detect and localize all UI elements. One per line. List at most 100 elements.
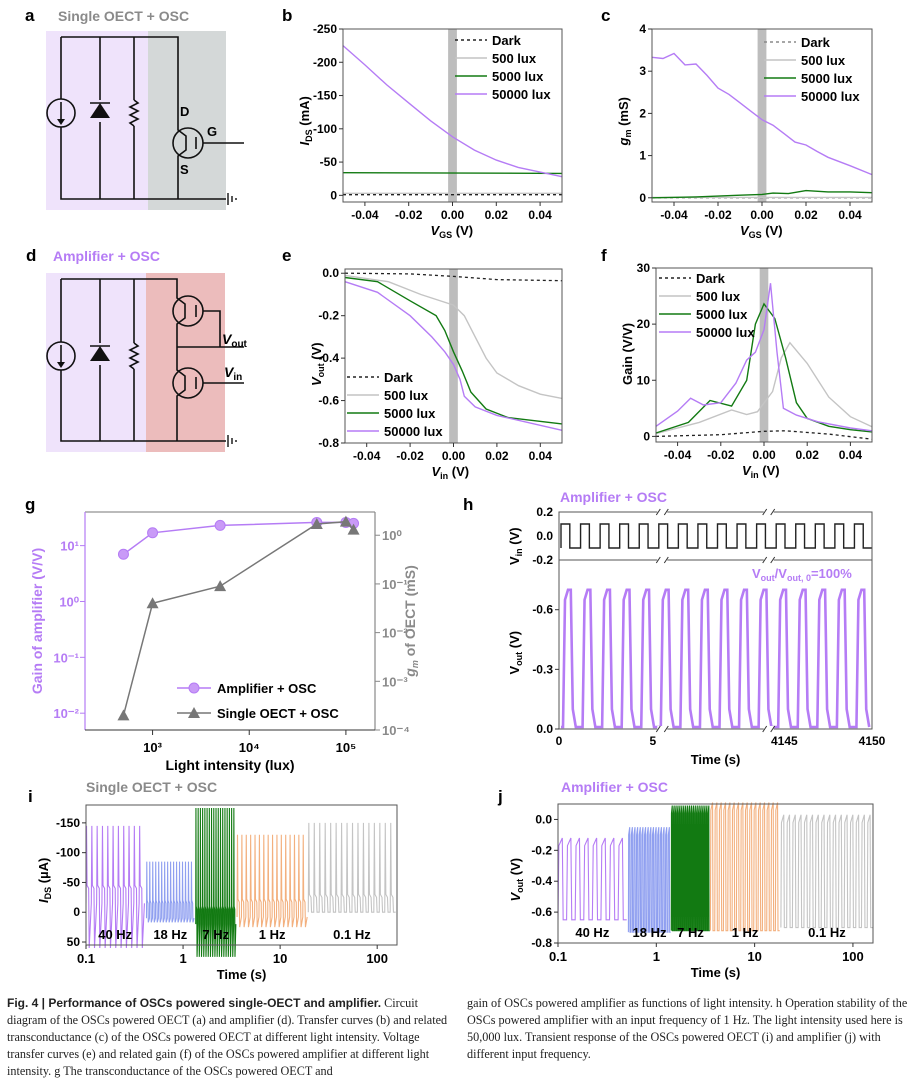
y-tick-label: -0.2 [531, 843, 552, 857]
light-intensity-chart: 10³ 10⁴ 10⁵ 10¹ 10⁰ 10⁻¹ 10⁻² 10⁰ 10⁻¹ 10⁻² 10⁻³ 10… [29, 511, 420, 773]
x-tick-label: 100 [366, 951, 388, 966]
top-plot-frame [558, 511, 873, 561]
diode-icon [88, 343, 112, 365]
panel-label: i [28, 787, 33, 806]
data-point-amplifier [117, 548, 129, 560]
x-tick-label: 0.04 [839, 448, 863, 462]
resistor-icon [128, 99, 140, 127]
caption-text: gain of OSCs powered amplifier as functi… [467, 996, 908, 1061]
axis-break-gap [763, 726, 774, 732]
drain-label: D [180, 104, 189, 119]
axis-break-mark [762, 725, 768, 733]
x-tick-label: 4150 [859, 734, 886, 748]
panel-label: d [26, 246, 37, 265]
frequency-label: 7 Hz [202, 927, 229, 942]
x-tick-label: 0.00 [752, 448, 776, 462]
trace-40-hz [86, 825, 145, 949]
series-line-50000-lux [651, 52, 873, 176]
panel-b: b -0.04 -0.02 0.00 0.02 0.04 -250 -200 -150 -100… [282, 0, 590, 240]
x-tick-label: 0.04 [528, 208, 552, 222]
legend-label: Dark [384, 370, 414, 385]
drive-transistor-icon [172, 359, 204, 407]
y-right-tick-label: 10⁻⁴ [382, 723, 410, 738]
trace-1-hz [709, 802, 780, 932]
annotation-retention: Vout/Vout, 0=100% [752, 566, 852, 583]
y-left-tick-label: 10¹ [60, 539, 79, 554]
figure-caption-left: Fig. 4 | Performance of OSCs powered sin… [7, 995, 455, 1080]
y-tick-label: 0 [73, 905, 80, 919]
axis-break-gap [657, 557, 668, 563]
legend-label: Dark [696, 271, 726, 286]
legend-label: 500 lux [801, 53, 846, 68]
y-axis-label: Vout (V) [508, 858, 525, 902]
highlight-band [757, 29, 767, 202]
x-tick-label: 0.02 [796, 448, 820, 462]
x-tick-label: 0.02 [485, 449, 509, 463]
y-tick-label: -150 [56, 816, 80, 830]
legend-label: 500 lux [696, 289, 741, 304]
vout-response [561, 588, 871, 729]
bottom-plot-frame [558, 559, 873, 730]
y-tick-label: 50 [67, 935, 81, 949]
y-tick-label: -0.2 [532, 553, 553, 567]
frequency-label: 7 Hz [677, 925, 704, 940]
x-tick-label: 4145 [771, 734, 798, 748]
y-left-tick-label: 10⁰ [59, 594, 79, 609]
series-line-dark [655, 430, 873, 440]
panel-label: a [25, 6, 35, 25]
data-point-single-oect [214, 580, 227, 592]
panel-h: h Amplifier + OSC 0.2 0.0 -0.2 -0.6 -0.3 0.0 0… [463, 489, 918, 780]
load-transistor-icon [172, 295, 204, 335]
panel-title: Single OECT + OSC [86, 779, 218, 795]
x-tick-label: 0.00 [442, 449, 466, 463]
y-tick-label: 3 [639, 64, 646, 78]
trace-7-hz [670, 805, 710, 932]
y-tick-label: 0.2 [536, 505, 553, 519]
transient-amplifier-chart: 40 Hz 18 Hz 7 Hz 1 Hz 0.1 Hz 0.1 1 10 100 0.0 -0.2… [508, 802, 874, 980]
panel-label: c [601, 6, 611, 25]
source-label: S [180, 162, 189, 177]
y-tick-label: -0.8 [531, 936, 552, 950]
legend-label: 5000 lux [801, 71, 853, 86]
axis-break-mark [770, 556, 776, 564]
y-right-tick-label: 10⁻² [382, 626, 408, 641]
panel-title: Single OECT + OSC [58, 8, 190, 24]
axis-break-gap [763, 557, 774, 563]
axis-break-mark [762, 508, 768, 516]
x-tick-label: -0.02 [707, 448, 735, 462]
axis-break-mark [655, 725, 661, 733]
circuit-amplifier: Vout Vin [46, 273, 248, 452]
x-axis-label: VGS (V) [740, 223, 783, 240]
y-left-tick-label: 10⁻² [53, 706, 79, 721]
y-left-axis-label: Gain of amplifier (V/V) [29, 548, 45, 694]
x-axis-label: Vin (V) [432, 464, 470, 481]
y-tick-label: 0.0 [535, 812, 552, 826]
y-tick-label: 0 [643, 429, 650, 443]
y-tick-label: -0.4 [531, 874, 552, 888]
x-tick-label: 100 [842, 949, 864, 964]
transient-oect-chart: 40 Hz 18 Hz 7 Hz 1 Hz 0.1 Hz 0.1 1 10 100 -150 -10… [36, 804, 398, 982]
x-axis-label: VGS (V) [431, 223, 474, 240]
frequency-label: 0.1 Hz [808, 925, 846, 940]
trace-0-1-hz [780, 814, 873, 929]
legend-label: 50000 lux [492, 87, 551, 102]
frequency-label: 40 Hz [98, 927, 132, 942]
axis-break-mark [663, 725, 669, 733]
current-source-icon [46, 341, 76, 371]
y-axis-label: Gain (V/V) [620, 323, 635, 385]
legend-label: Dark [801, 35, 831, 50]
y-axis-label: IDS (µA) [36, 858, 53, 903]
plot-frame [85, 804, 398, 946]
y-tick-label: 0.0 [536, 529, 553, 543]
diode-icon [88, 100, 112, 122]
y-tick-label: -50 [63, 875, 81, 889]
y-tick-label: -0.8 [318, 436, 339, 450]
x-tick-label: 0.02 [794, 208, 818, 222]
circuit-single-oect: D G S [46, 31, 244, 210]
panel-a: a Single OECT + OSC [0, 0, 290, 230]
x-axis-label: Time (s) [217, 967, 267, 982]
x-tick-label: 0.1 [549, 949, 567, 964]
y-tick-label: -0.6 [531, 905, 552, 919]
x-tick-label: 1 [179, 951, 186, 966]
panel-label: b [282, 6, 293, 25]
